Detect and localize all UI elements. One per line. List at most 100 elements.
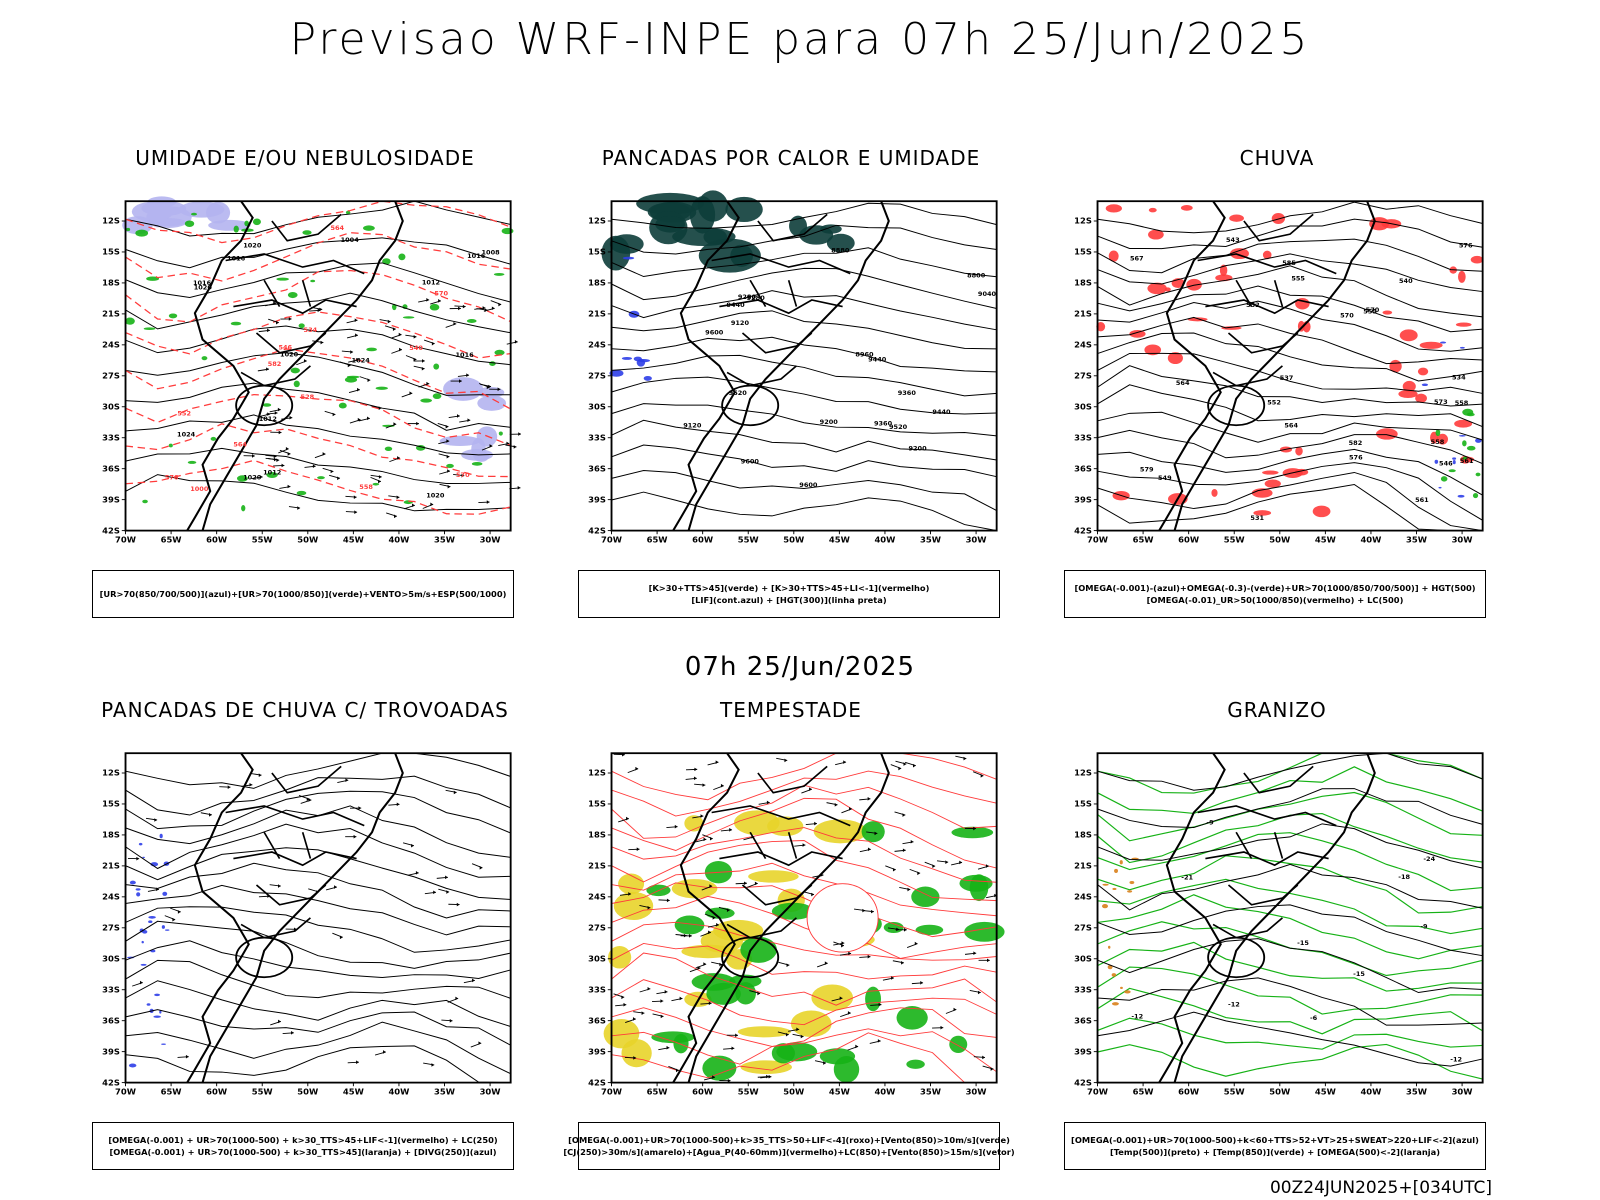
wind-arrow-head bbox=[411, 843, 414, 848]
state-border bbox=[719, 299, 843, 315]
shaded-cell bbox=[129, 880, 136, 885]
lat-tick-label: 18S bbox=[1074, 278, 1092, 288]
uruguay-outline bbox=[721, 384, 780, 427]
wind-arrow-head bbox=[959, 860, 963, 865]
contour-label: 546 bbox=[1439, 460, 1453, 468]
shaded-cell bbox=[1452, 459, 1456, 465]
shaded-cell bbox=[681, 944, 735, 959]
contour-line bbox=[611, 376, 997, 415]
contour-line bbox=[125, 790, 511, 834]
wind-arrow-head bbox=[877, 1039, 881, 1043]
shaded-cell bbox=[148, 920, 153, 924]
wind-arrow-head bbox=[694, 767, 698, 772]
shaded-cell bbox=[168, 313, 178, 319]
contour-label: 558 bbox=[359, 483, 373, 491]
contour-label: -9 bbox=[1420, 922, 1428, 930]
wind-arrow-head bbox=[320, 340, 324, 345]
shaded-cell bbox=[159, 1010, 162, 1014]
contour-label: 1016 bbox=[467, 252, 486, 260]
lat-tick-label: 18S bbox=[102, 830, 120, 840]
wind-arrow-head bbox=[453, 321, 457, 326]
wind-arrow-head bbox=[306, 797, 310, 802]
contour-label: 558 bbox=[1431, 438, 1445, 446]
shaded-cell bbox=[187, 460, 197, 464]
contour-label: 567 bbox=[1130, 255, 1144, 263]
wind-arrow-head bbox=[986, 958, 990, 963]
coastline-east bbox=[1173, 752, 1376, 1083]
contour-line bbox=[1097, 941, 1483, 992]
wind-arrow-head bbox=[412, 503, 415, 508]
state-border bbox=[1212, 365, 1283, 387]
coastline-east bbox=[687, 200, 890, 531]
lon-tick-label: 65W bbox=[161, 534, 182, 544]
shaded-cell bbox=[142, 499, 148, 504]
legend-line-2: [LIF](cont.azul) + [HGT(300)](linha pret… bbox=[691, 595, 887, 605]
contour-label: -15 bbox=[1353, 970, 1365, 978]
coastline-west bbox=[186, 200, 254, 532]
wind-arrow-head bbox=[785, 1032, 789, 1037]
wind-arrow-head bbox=[679, 996, 683, 1001]
wind-arrow-head bbox=[446, 454, 450, 459]
contour-line bbox=[1097, 863, 1483, 911]
wind-arrow-head bbox=[392, 327, 396, 331]
wind-arrow-head bbox=[766, 800, 770, 805]
wind-arrow-head bbox=[901, 961, 904, 965]
lon-tick-label: 50W bbox=[297, 1086, 318, 1096]
shaded-cell bbox=[603, 1019, 640, 1049]
shaded-cell bbox=[643, 375, 652, 381]
shaded-cell bbox=[1129, 330, 1146, 338]
lon-tick-label: 70W bbox=[601, 534, 622, 544]
lon-tick-label: 35W bbox=[1406, 1086, 1427, 1096]
contour-set bbox=[125, 200, 511, 515]
contour-set bbox=[1097, 752, 1483, 1080]
wind-arrow-head bbox=[249, 782, 253, 787]
wind-arrow-head bbox=[334, 885, 337, 889]
shaded-cell bbox=[293, 380, 300, 388]
contour-label: 1016 bbox=[456, 351, 475, 359]
wind-arrow-head bbox=[209, 813, 212, 817]
shaded-cell bbox=[138, 842, 143, 846]
lat-tick-label: 24S bbox=[588, 892, 606, 902]
wind-arrow-head bbox=[337, 476, 340, 481]
wind-arrow-head bbox=[498, 302, 502, 307]
wind-arrow-head bbox=[994, 893, 998, 898]
contour-line bbox=[611, 1032, 997, 1084]
contour-set bbox=[125, 752, 511, 1084]
contour-label: 9440 bbox=[932, 408, 951, 416]
wind-arrow-head bbox=[735, 1033, 738, 1038]
lon-tick-label: 65W bbox=[161, 1086, 182, 1096]
lon-tick-label: 70W bbox=[1087, 534, 1108, 544]
shaded-cell bbox=[1211, 488, 1218, 497]
shaded-cell bbox=[1129, 881, 1135, 885]
wind-arrow-head bbox=[716, 922, 719, 927]
contour-line bbox=[1097, 411, 1483, 443]
panel-chuva: CHUVA 585 582 579 576 573 570 567 564 561 558 555 5… bbox=[1062, 146, 1492, 618]
coastline-west bbox=[186, 752, 254, 1084]
wind-arrow-head bbox=[273, 301, 277, 305]
shaded-cell bbox=[1264, 479, 1281, 488]
shaded-cell bbox=[398, 253, 406, 261]
map-area: 9600 9600 9520 9440 9360 9280 9520 9440 9600 9440… bbox=[576, 176, 1006, 554]
wind-arrow-head bbox=[387, 319, 391, 324]
panel-title: PANCADAS DE CHUVA C/ TROVOADAS bbox=[101, 698, 509, 722]
lat-tick-label: 15S bbox=[588, 799, 606, 809]
contour-label: 543 bbox=[1226, 236, 1240, 244]
legend-box: [OMEGA(-0.001)+UR>70(1000-500)+k<60+TTS>… bbox=[1064, 1122, 1486, 1170]
contour-line bbox=[1097, 752, 1483, 791]
shaded-cell bbox=[1462, 440, 1467, 447]
wind-arrow-head bbox=[953, 1007, 957, 1012]
shaded-cell bbox=[609, 369, 624, 377]
wind-arrow-head bbox=[744, 881, 747, 886]
state-border bbox=[271, 213, 342, 242]
lat-tick-label: 39S bbox=[1074, 1046, 1092, 1056]
shaded-cell bbox=[896, 1006, 928, 1030]
contour-label: 555 bbox=[1363, 308, 1377, 316]
map-area: -6 -9 -12 -12 -15 -18 -21 -24 -9 -12 -15 12S 15S 18S 2… bbox=[1062, 728, 1492, 1106]
wind-arrow-head bbox=[289, 415, 293, 420]
shaded-cell bbox=[911, 886, 940, 908]
uruguay-outline bbox=[1207, 936, 1266, 979]
contour-line bbox=[1097, 218, 1483, 250]
wind-arrow-head bbox=[431, 1063, 435, 1067]
